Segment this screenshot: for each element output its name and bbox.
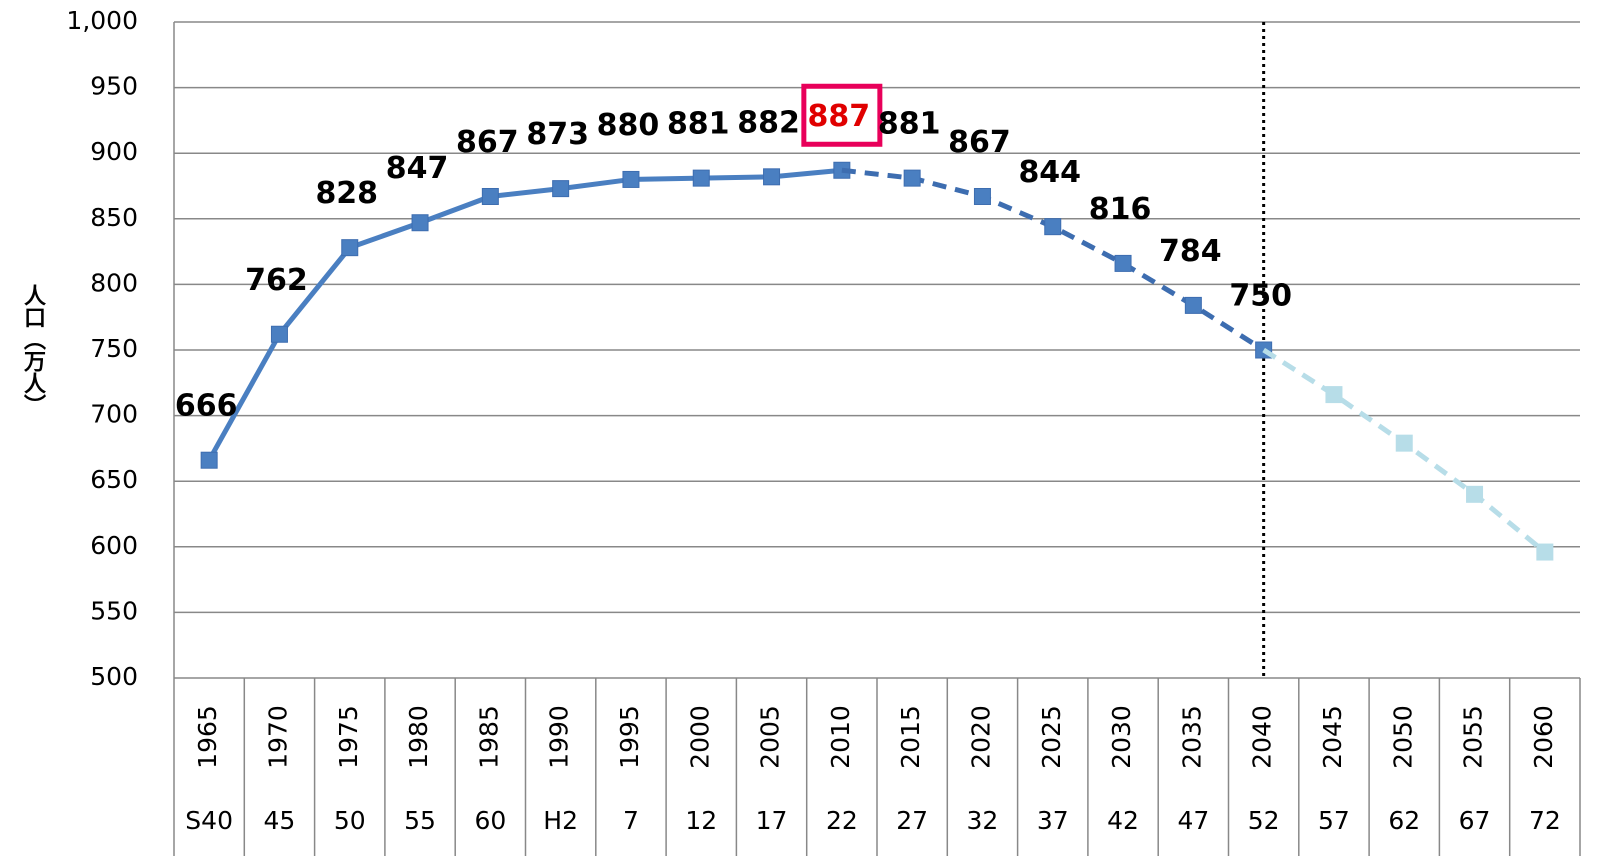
era-label: 17 [756, 806, 788, 835]
x-tick-label: 1995 [615, 705, 644, 769]
era-label: 45 [264, 806, 296, 835]
y-tick-label: 500 [90, 662, 138, 691]
data-point [1395, 434, 1413, 452]
era-label: 55 [404, 806, 436, 835]
data-label: 880 [597, 108, 660, 143]
data-label: 867 [456, 125, 519, 160]
data-label: 887 [808, 99, 871, 134]
y-tick-label: 1,000 [66, 6, 138, 35]
era-label: 67 [1459, 806, 1491, 835]
data-label: 847 [386, 151, 449, 186]
series-line [206, 167, 843, 462]
data-point [1044, 218, 1062, 236]
x-tick-label: 2010 [826, 705, 855, 769]
x-tick-label: 2000 [685, 705, 714, 769]
y-tick-label: 550 [90, 596, 138, 625]
data-point [1466, 485, 1484, 503]
data-label: 784 [1159, 234, 1222, 269]
x-tick-label: 2050 [1388, 705, 1417, 769]
x-tick-label: 2020 [966, 705, 995, 769]
x-tick-label: 1985 [474, 705, 503, 769]
x-tick-label: 2030 [1107, 705, 1136, 769]
data-point [1325, 386, 1343, 404]
data-point [552, 180, 570, 198]
data-label: 762 [245, 263, 308, 298]
y-tick-label: 600 [90, 531, 138, 560]
era-label: S40 [185, 806, 233, 835]
y-tick-label: 700 [90, 400, 138, 429]
y-tick-label: 950 [90, 72, 138, 101]
era-label: 32 [967, 806, 999, 835]
data-label: 844 [1018, 155, 1081, 190]
era-label: 27 [896, 806, 928, 835]
data-point [622, 170, 640, 188]
data-label: 666 [175, 389, 238, 424]
y-tick-label: 750 [90, 334, 138, 363]
data-point [973, 187, 991, 205]
x-tick-label: 2015 [896, 705, 925, 769]
data-label: 881 [667, 107, 730, 142]
era-label: 37 [1037, 806, 1069, 835]
era-label: 47 [1177, 806, 1209, 835]
era-label: 7 [623, 806, 639, 835]
x-tick-label: 2040 [1248, 705, 1277, 769]
highlight-box [801, 83, 883, 147]
data-label: 882 [737, 105, 800, 140]
data-point [903, 169, 921, 187]
data-label: 873 [526, 117, 589, 152]
era-label: 57 [1318, 806, 1350, 835]
era-label: 50 [334, 806, 366, 835]
data-point [200, 451, 218, 469]
y-tick-label: 900 [90, 137, 138, 166]
era-label: H2 [543, 806, 578, 835]
y-tick-label: 800 [90, 268, 138, 297]
x-tick-label: 1975 [334, 705, 363, 769]
data-point [1184, 296, 1202, 314]
data-point [1114, 254, 1132, 272]
x-tick-label: 2005 [756, 705, 785, 769]
x-tick-label: 2060 [1529, 705, 1558, 769]
x-tick-label: 1990 [545, 705, 574, 769]
data-point [341, 239, 359, 257]
x-tick-label: 1965 [193, 705, 222, 769]
data-label: 867 [948, 125, 1011, 160]
x-tick-label: 1980 [404, 705, 433, 769]
x-tick-label: 2035 [1177, 705, 1206, 769]
era-label: 52 [1248, 806, 1280, 835]
x-tick-label: 2025 [1037, 705, 1066, 769]
x-tick-label: 2045 [1318, 705, 1347, 769]
y-tick-label: 850 [90, 203, 138, 232]
x-tick-label: 1970 [263, 705, 292, 769]
era-label: 42 [1107, 806, 1139, 835]
data-point [270, 325, 288, 343]
data-point [1536, 543, 1554, 561]
data-label: 881 [878, 107, 941, 142]
data-point [481, 187, 499, 205]
data-label: 816 [1089, 192, 1152, 227]
y-axis-label: 人口（万人） [20, 284, 47, 416]
data-label: 828 [315, 176, 378, 211]
era-label: 62 [1388, 806, 1420, 835]
era-label: 72 [1529, 806, 1561, 835]
era-label: 60 [474, 806, 506, 835]
data-point [411, 214, 429, 232]
era-label: 12 [685, 806, 717, 835]
y-tick-label: 650 [90, 465, 138, 494]
data-label: 750 [1229, 279, 1292, 314]
era-label: 22 [826, 806, 858, 835]
data-point [692, 169, 710, 187]
data-point [763, 168, 781, 186]
x-tick-label: 2055 [1459, 705, 1488, 769]
